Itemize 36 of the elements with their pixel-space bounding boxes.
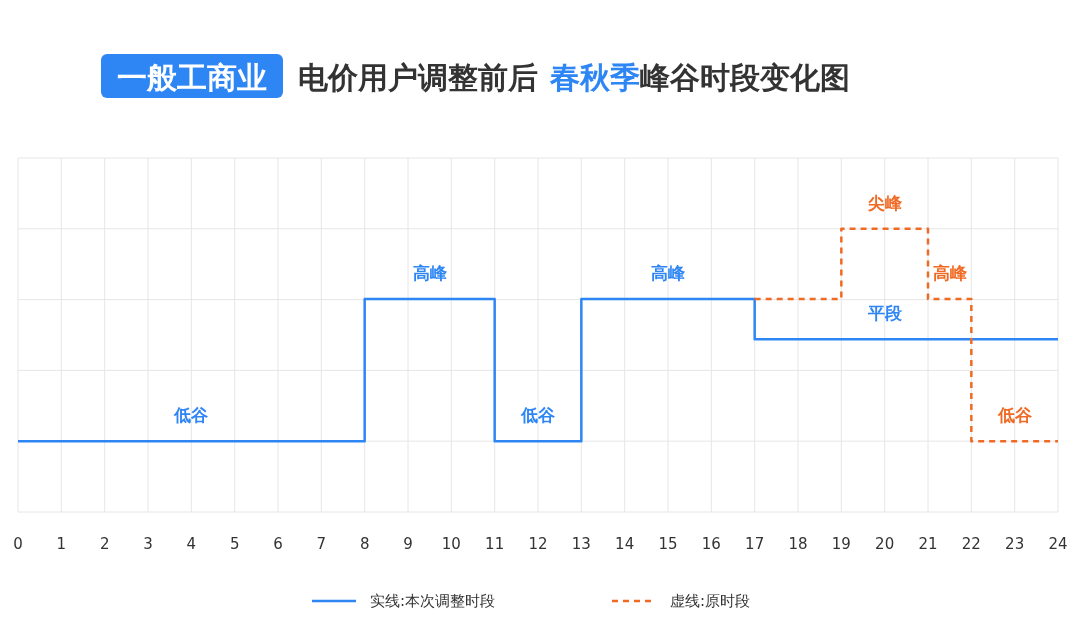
- legend-label: 实线:本次调整时段: [370, 592, 496, 610]
- x-tick-label: 18: [788, 535, 808, 553]
- annotation: 低谷: [996, 405, 1033, 426]
- annotation: 平段: [866, 303, 903, 324]
- annotation: 尖峰: [866, 192, 903, 213]
- x-tick-label: 12: [528, 535, 548, 553]
- x-tick-label: 1: [56, 535, 67, 553]
- x-tick-label: 15: [658, 535, 678, 553]
- x-tick-label: 20: [875, 535, 895, 553]
- chart-title: 一般工商业 电价用户调整前后 春秋季峰谷时段变化图: [117, 60, 850, 95]
- annotation: 高峰: [412, 262, 448, 283]
- annotation: 低谷: [173, 405, 210, 426]
- x-tick-label: 19: [831, 535, 851, 553]
- x-tick-label: 2: [99, 535, 110, 553]
- x-tick-label: 6: [273, 535, 283, 553]
- x-tick-label: 3: [143, 535, 153, 553]
- x-tick-label: 5: [229, 535, 240, 553]
- annotation: 高峰: [651, 262, 686, 283]
- legend-label: 虚线:原时段: [670, 592, 751, 610]
- x-tick-label: 4: [186, 535, 197, 553]
- x-tick-label: 17: [745, 535, 765, 553]
- x-tick-label: 11: [485, 535, 505, 553]
- x-tick-label: 23: [1005, 535, 1025, 553]
- x-tick-label: 21: [918, 535, 938, 553]
- x-tick-label: 22: [961, 535, 981, 553]
- x-tick-label: 14: [615, 535, 635, 553]
- x-tick-label: 13: [571, 535, 591, 553]
- x-tick-label: 7: [316, 535, 327, 553]
- x-tick-label: 10: [441, 535, 461, 553]
- annotation: 低谷: [520, 405, 556, 426]
- annotation: 高峰: [932, 262, 968, 283]
- x-tick-label: 8: [359, 535, 370, 553]
- x-tick-label: 16: [701, 535, 721, 553]
- x-tick-label: 24: [1048, 535, 1068, 553]
- x-tick-label: 0: [13, 535, 23, 553]
- x-tick-label: 9: [403, 535, 413, 553]
